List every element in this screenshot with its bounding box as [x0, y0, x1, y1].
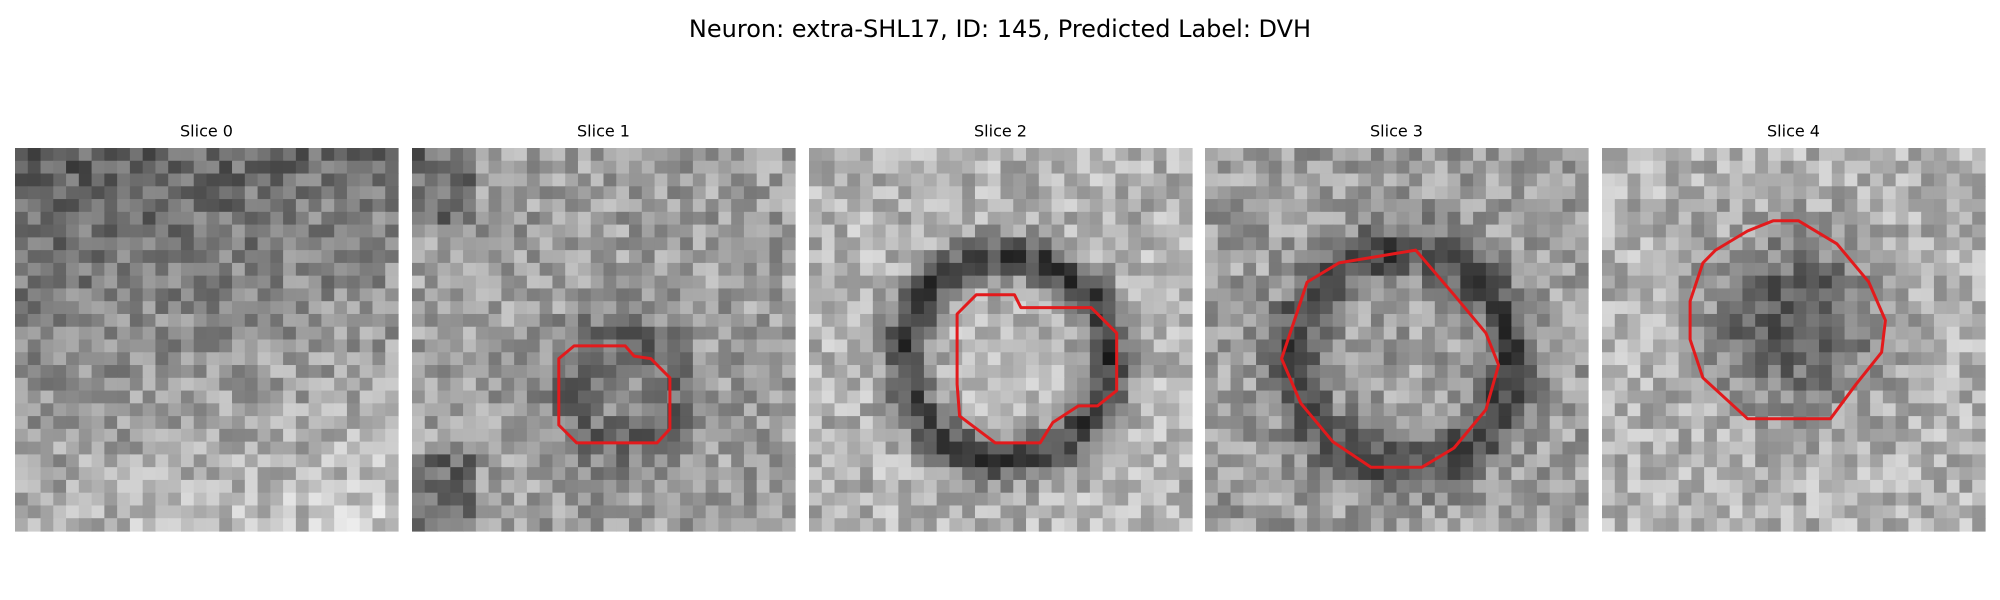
- roi-contour: [955, 293, 1119, 445]
- slice-image: [15, 148, 399, 532]
- panel-title: Slice 1: [577, 122, 630, 141]
- roi-contour: [1280, 248, 1501, 469]
- slice-image: [412, 148, 796, 532]
- panel-title: Slice 2: [974, 122, 1027, 141]
- slice-image: [1602, 148, 1986, 532]
- panel-title: Slice 0: [180, 122, 233, 141]
- slice-image: [809, 148, 1193, 532]
- roi-contour: [557, 344, 672, 445]
- panel-title: Slice 4: [1767, 122, 1820, 141]
- panel-title: Slice 3: [1370, 122, 1423, 141]
- figure-title: Neuron: extra-SHL17, ID: 145, Predicted …: [689, 15, 1311, 43]
- slice-image: [1205, 148, 1589, 532]
- roi-contour: [1688, 219, 1887, 421]
